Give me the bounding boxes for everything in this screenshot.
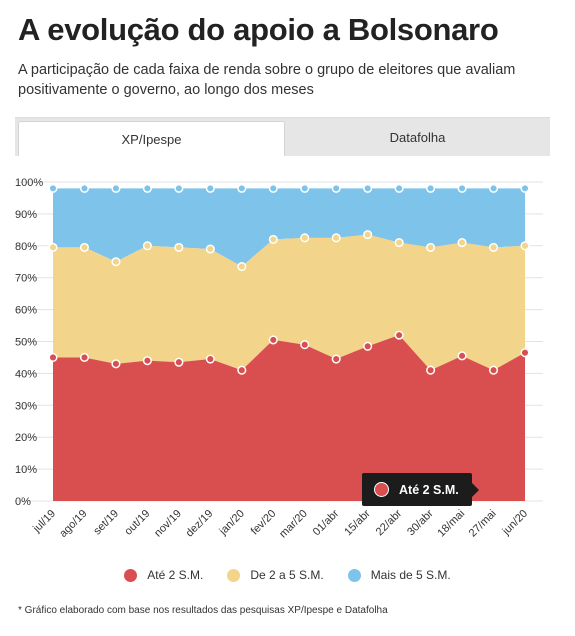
data-point-series-2 xyxy=(237,183,247,193)
x-tick-label: ago/19 xyxy=(57,508,89,540)
legend-dot-2-a-5 xyxy=(227,568,241,582)
x-tick-label: 01/abr xyxy=(311,507,342,538)
data-point-series-1 xyxy=(142,241,152,251)
legend-label-2-a-5: De 2 a 5 S.M. xyxy=(250,568,324,582)
tooltip-dot xyxy=(374,482,389,497)
y-tick-label: 60% xyxy=(15,305,37,317)
x-tick-label: set/19 xyxy=(91,508,121,538)
tooltip-label: Até 2 S.M. xyxy=(399,482,459,497)
x-tick-label: fev/20 xyxy=(249,508,279,538)
data-point-series-2 xyxy=(142,183,152,193)
data-point-series-0 xyxy=(48,352,58,362)
data-point-series-0 xyxy=(331,354,341,364)
tab-xp-ipespe[interactable]: XP/Ipespe xyxy=(18,121,285,156)
y-tick-label: 90% xyxy=(15,209,37,221)
data-point-series-2 xyxy=(79,183,90,193)
data-point-series-1 xyxy=(394,238,404,248)
data-point-series-1 xyxy=(488,242,499,252)
y-tick-label: 80% xyxy=(15,241,37,253)
data-point-series-1 xyxy=(331,233,341,243)
data-point-series-0 xyxy=(457,351,467,361)
data-point-series-2 xyxy=(48,183,58,193)
x-tick-label: 30/abr xyxy=(405,507,436,538)
data-point-series-2 xyxy=(520,183,530,193)
data-point-series-2 xyxy=(111,183,121,193)
x-tick-label: 22/abr xyxy=(374,507,405,538)
data-point-series-0 xyxy=(488,365,499,375)
source-tabs: XP/Ipespe Datafolha xyxy=(15,117,550,156)
y-tick-label: 30% xyxy=(15,400,37,412)
data-point-series-1 xyxy=(174,242,184,252)
data-point-series-2 xyxy=(457,183,467,193)
legend-dot-ate-2 xyxy=(124,568,138,582)
data-point-series-1 xyxy=(426,242,436,252)
data-point-series-1 xyxy=(268,234,278,244)
legend-item-2-a-5[interactable]: De 2 a 5 S.M. xyxy=(227,568,324,582)
data-point-series-0 xyxy=(363,341,373,351)
footnote: * Gráfico elaborado com base nos resulta… xyxy=(18,605,388,616)
x-tick-label: 15/abr xyxy=(342,507,373,538)
data-point-series-1 xyxy=(79,242,90,252)
data-point-series-0 xyxy=(79,352,90,362)
chart-subtitle: A participação de cada faixa de renda so… xyxy=(18,62,516,98)
y-tick-label: 70% xyxy=(15,273,37,285)
legend-label-mais-5: Mais de 5 S.M. xyxy=(370,568,451,582)
data-point-series-0 xyxy=(237,365,247,375)
y-tick-label: 100% xyxy=(15,177,43,189)
data-point-series-2 xyxy=(394,183,404,193)
chart-title: A evolução do apoio a Bolsonaro xyxy=(18,12,499,47)
y-tick-label: 10% xyxy=(15,464,37,476)
chart-tooltip: Até 2 S.M. xyxy=(362,473,479,506)
data-point-series-1 xyxy=(520,241,530,251)
data-point-series-0 xyxy=(394,330,404,340)
x-tick-label: mar/20 xyxy=(277,508,310,541)
data-point-series-1 xyxy=(205,244,215,254)
data-point-series-0 xyxy=(111,359,121,369)
data-point-series-2 xyxy=(268,183,278,193)
data-point-series-0 xyxy=(205,354,215,364)
x-tick-label: jun/20 xyxy=(500,508,530,538)
data-point-series-1 xyxy=(457,238,467,248)
legend-dot-mais-5 xyxy=(347,568,361,582)
x-tick-label: 27/mai xyxy=(467,508,499,540)
data-point-series-2 xyxy=(205,183,215,193)
legend-item-mais-5[interactable]: Mais de 5 S.M. xyxy=(347,568,451,582)
y-tick-label: 40% xyxy=(15,368,37,380)
data-point-series-2 xyxy=(331,183,341,193)
data-point-series-2 xyxy=(174,183,184,193)
x-tick-label: dez/19 xyxy=(184,508,216,540)
x-tick-label: out/19 xyxy=(122,508,152,538)
data-point-series-1 xyxy=(363,230,373,240)
area-series-1 xyxy=(53,234,525,371)
data-point-series-1 xyxy=(300,233,310,243)
y-tick-label: 0% xyxy=(15,496,31,508)
data-point-series-2 xyxy=(300,183,310,193)
data-point-series-2 xyxy=(488,183,499,193)
x-tick-label: jan/20 xyxy=(217,508,247,538)
area-series-2 xyxy=(53,188,525,267)
x-tick-label: nov/19 xyxy=(152,508,184,540)
legend-label-ate-2: Até 2 S.M. xyxy=(147,568,204,582)
x-tick-label: jul/19 xyxy=(30,508,58,536)
data-point-series-0 xyxy=(300,340,310,350)
area-series-0 xyxy=(53,335,525,501)
data-point-series-0 xyxy=(142,356,152,366)
x-tick-label: 18/mai xyxy=(435,508,467,540)
data-point-series-0 xyxy=(174,357,184,367)
data-point-series-0 xyxy=(426,365,436,375)
data-point-series-2 xyxy=(363,183,373,193)
data-point-series-1 xyxy=(48,242,58,252)
tooltip-arrow xyxy=(472,483,479,497)
data-point-series-1 xyxy=(237,261,247,272)
data-point-series-2 xyxy=(426,183,436,193)
data-point-series-1 xyxy=(111,257,121,267)
y-tick-label: 50% xyxy=(15,337,37,349)
legend-item-ate-2[interactable]: Até 2 S.M. xyxy=(124,568,203,582)
data-point-series-0 xyxy=(268,335,278,345)
data-point-series-0 xyxy=(520,348,530,358)
tab-datafolha[interactable]: Datafolha xyxy=(389,129,446,145)
y-tick-label: 20% xyxy=(15,432,37,444)
stacked-area-chart: 0% 10% 20% 30% 40% 50% 60% 70% 80% 90% 100% jul/19 a… xyxy=(15,177,543,541)
chart-legend: Até 2 S.M. De 2 a 5 S.M. Mais de 5 S.M. xyxy=(0,568,575,582)
